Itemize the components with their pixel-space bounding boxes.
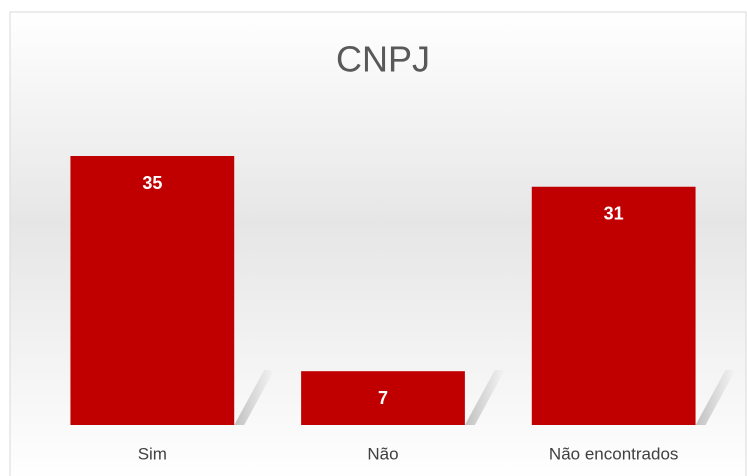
x-tick-label: Não encontrados [549, 444, 678, 463]
bar-shadow [695, 370, 736, 425]
x-tick-label: Não [367, 444, 398, 463]
x-tick-label: Sim [138, 444, 167, 463]
bar-shadow [464, 370, 505, 425]
bar-shadow [234, 370, 275, 425]
bar [531, 186, 696, 425]
data-label: 35 [142, 173, 162, 193]
chart-title: CNPJ [336, 39, 430, 80]
bar [70, 156, 235, 425]
bar [301, 371, 465, 425]
data-label: 31 [604, 203, 624, 223]
data-label: 7 [378, 388, 388, 408]
